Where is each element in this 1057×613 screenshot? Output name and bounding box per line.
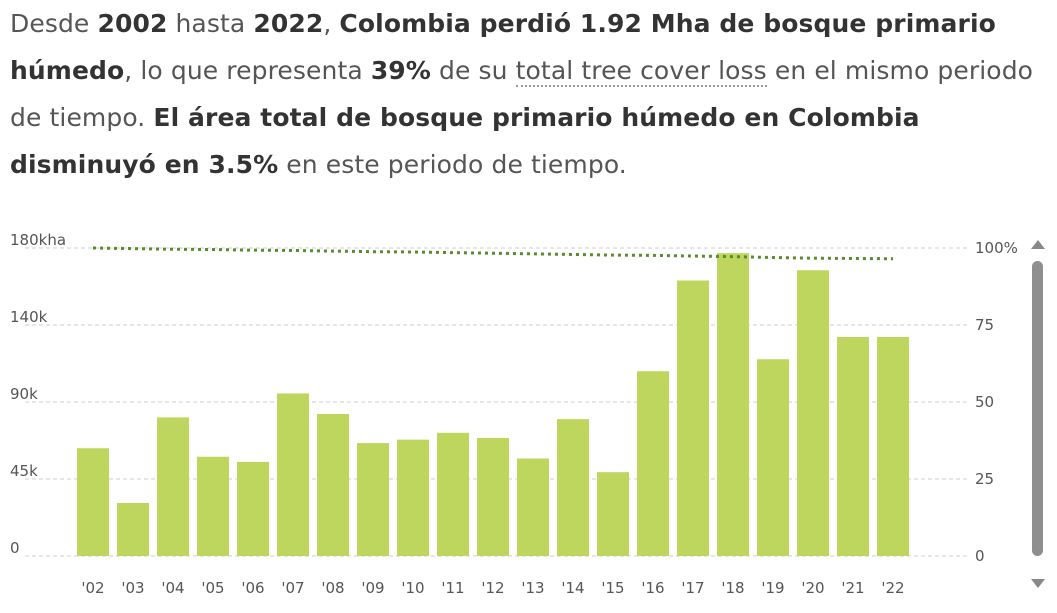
x-tick-label: '22: [881, 579, 904, 597]
x-tick-label: '13: [521, 579, 544, 597]
start-year: 2002: [97, 9, 168, 38]
bar: [117, 502, 149, 556]
bar: [197, 456, 229, 556]
bar: [317, 413, 349, 556]
x-tick-label: '17: [681, 579, 704, 597]
x-tick-label: '06: [241, 579, 264, 597]
bar: [597, 472, 629, 556]
scroll-thumb[interactable]: [1032, 261, 1043, 556]
summary-text-7: en este periodo de tiempo.: [278, 150, 627, 179]
y-right-tick-label: 50: [975, 393, 994, 411]
x-tick-label: '18: [721, 579, 744, 597]
x-tick-label: '11: [441, 579, 464, 597]
scroll-up-arrow-icon[interactable]: [1031, 240, 1045, 249]
loss-statement: Colombia perdió 1.92 Mha de bosque prima…: [10, 9, 996, 85]
x-tick-label: '08: [321, 579, 344, 597]
y-right-tick-label: 75: [975, 316, 994, 334]
summary-text: Desde 2002 hasta 2022, Colombia perdió 1…: [10, 0, 1040, 188]
vertical-scrollbar[interactable]: [1029, 236, 1047, 596]
y-right-tick-label: 0: [975, 547, 985, 565]
end-year: 2022: [253, 9, 324, 38]
summary-text-4: , lo que representa: [124, 56, 371, 85]
x-tick-label: '09: [361, 579, 384, 597]
bar: [517, 458, 549, 556]
bar: [797, 270, 829, 556]
y-left-tick-label: 45k: [10, 462, 38, 480]
loss-bar-chart: 0 45k 90k 140k 180kha 0 25 50 75 100% '02 '03 '04 '05…: [10, 231, 1018, 597]
x-tick-label: '19: [761, 579, 784, 597]
bar: [357, 443, 389, 556]
x-tick-label: '14: [561, 579, 584, 597]
bar: [157, 417, 189, 556]
bar: [397, 439, 429, 556]
x-tick-label: '21: [841, 579, 864, 597]
extent-line: [92, 246, 894, 261]
summary-text-5: de su: [430, 56, 516, 85]
x-tick-label: '15: [601, 579, 624, 597]
loss-percent: 39%: [370, 56, 431, 85]
bar: [837, 336, 869, 556]
y-left-tick-label: 0: [10, 539, 20, 557]
bar: [477, 437, 509, 556]
summary-text-6: en el mismo periodo de tiempo.: [10, 56, 1034, 132]
y-right-tick-label: 100%: [975, 239, 1018, 257]
decrease-statement: El área total de bosque primario húmedo …: [10, 103, 920, 179]
x-tick-label: '10: [401, 579, 424, 597]
bar: [77, 448, 109, 556]
x-tick-label: '07: [281, 579, 304, 597]
x-tick-label: '05: [201, 579, 224, 597]
bar: [557, 419, 589, 556]
bar: [437, 432, 469, 556]
x-tick-label: '02: [81, 579, 104, 597]
total-tree-cover-loss-link[interactable]: total tree cover loss: [515, 56, 767, 87]
bar: [877, 336, 909, 556]
bar: [717, 253, 749, 556]
bar: [277, 393, 309, 556]
bar: [637, 371, 669, 556]
summary-text-3: ,: [323, 9, 340, 38]
y-left-tick-label: 90k: [10, 385, 38, 403]
bar: [677, 280, 709, 556]
x-tick-label: '12: [481, 579, 504, 597]
y-left-tick-label: 180kha: [10, 231, 66, 249]
scroll-down-arrow-icon[interactable]: [1031, 579, 1045, 588]
summary-text-1: Desde: [10, 9, 98, 38]
summary-text-2: hasta: [167, 9, 254, 38]
x-tick-label: '04: [161, 579, 184, 597]
y-right-tick-label: 25: [975, 470, 994, 488]
y-left-tick-label: 140k: [10, 308, 48, 326]
x-tick-label: '03: [121, 579, 144, 597]
x-tick-label: '20: [801, 579, 824, 597]
bar: [237, 461, 269, 556]
x-tick-label: '16: [641, 579, 664, 597]
bar: [757, 359, 789, 556]
